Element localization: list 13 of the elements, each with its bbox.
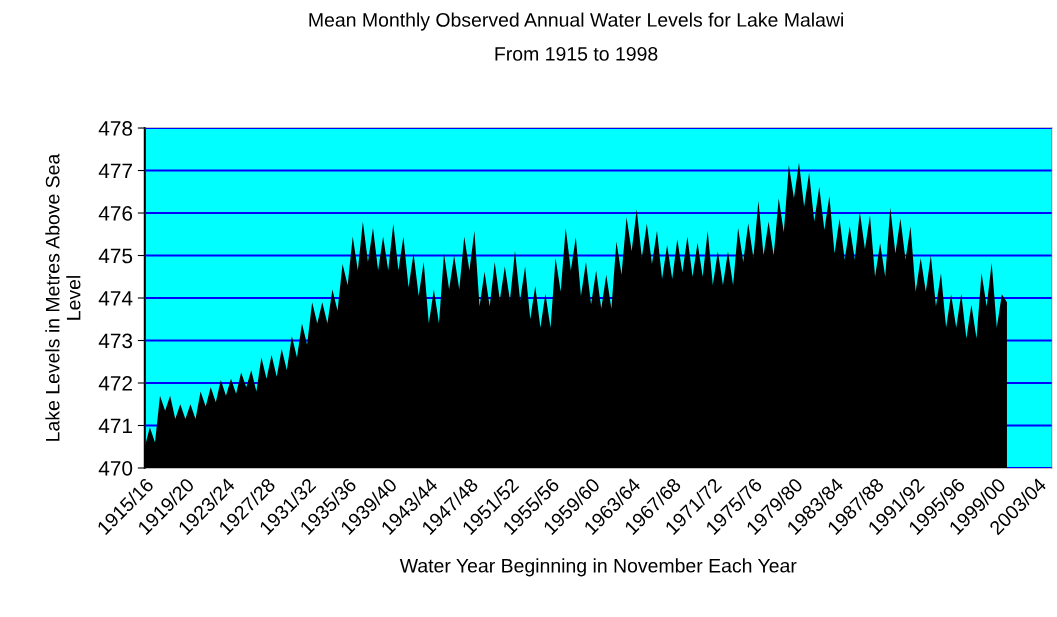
y-tick-label: 473 — [98, 333, 133, 349]
y-tick-label: 476 — [98, 206, 133, 221]
y-axis-title: Lake Levels in Metres Above Sea Level — [45, 153, 81, 441]
chart-title: Mean Monthly Observed Annual Water Levels for Lake Malawi — [309, 12, 843, 31]
y-tick-label: 472 — [98, 376, 132, 391]
y-tick-label: 474 — [98, 291, 133, 306]
y-tick-label: 478 — [98, 121, 133, 136]
chart-subtitle: From 1915 to 1998 — [495, 46, 658, 61]
x-axis-title: Water Year Beginning in November Each Year — [399, 558, 797, 577]
y-tick-label: 477 — [98, 163, 132, 179]
y-tick-label: 475 — [98, 248, 133, 264]
y-tick-label: 470 — [98, 461, 133, 476]
y-tick-label: 471 — [98, 418, 132, 434]
